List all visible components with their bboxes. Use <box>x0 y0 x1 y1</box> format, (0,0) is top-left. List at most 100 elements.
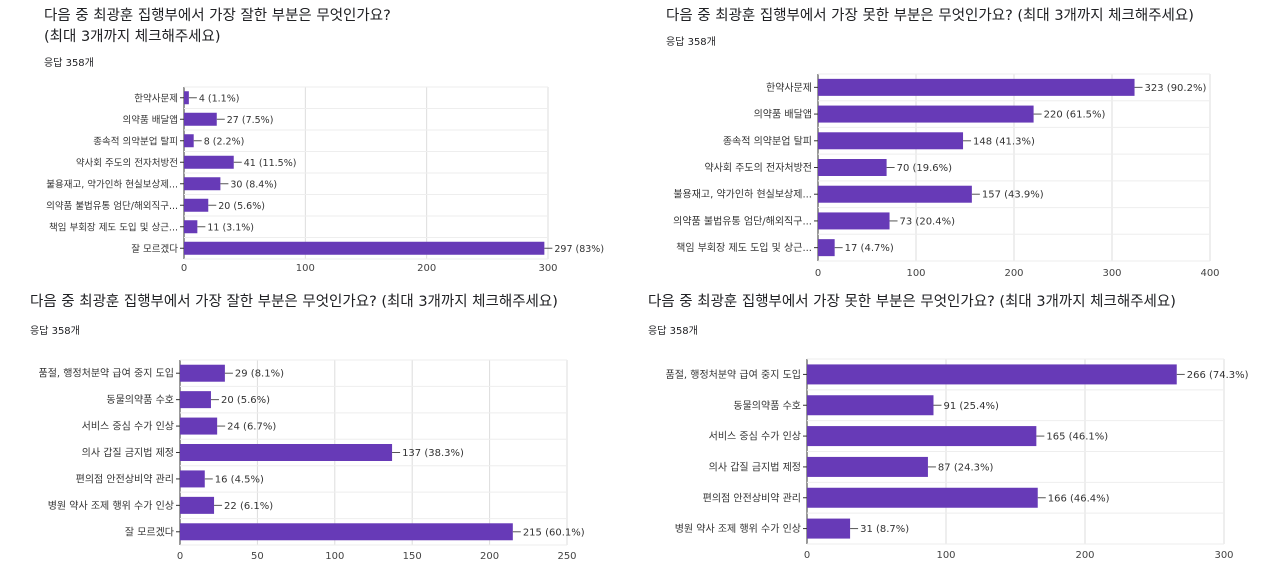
category-label: 약사회 주도의 전자처방전 <box>76 157 178 169</box>
x-tick-label: 200 <box>1004 268 1023 279</box>
bar <box>818 132 964 150</box>
bar <box>184 91 189 105</box>
category-label: 한약사문제 <box>134 92 178 104</box>
data-label: 17 (4.7%) <box>845 243 894 254</box>
response-count: 응답 358개 <box>44 58 94 69</box>
data-label: 220 (61.5%) <box>1044 110 1106 121</box>
x-tick-label: 400 <box>1200 268 1219 279</box>
category-label: 한약사문제 <box>766 82 812 94</box>
chart-panel-1: 다음 중 최광훈 집행부에서 가장 잘한 부분은 무엇인가요? (최대 3개까지… <box>0 0 640 286</box>
category-label: 종속적 의약분업 탈피 <box>723 134 812 147</box>
response-count: 응답 358개 <box>648 326 698 337</box>
bar <box>807 456 928 477</box>
bar-chart: 0 50 100 150 200 250 품절, 행정처분약 급여 중지 도입 29 (8.1… <box>39 359 585 562</box>
category-label: 병원 약사 조제 행위 수가 인상 <box>48 499 174 512</box>
data-label: 73 (20.4%) <box>900 216 956 227</box>
category-label: 병원 약사 조제 행위 수가 인상 <box>675 522 801 535</box>
category-label: 품절, 행정처분약 급여 중지 도입 <box>39 367 175 380</box>
data-label: 91 (25.4%) <box>943 401 999 412</box>
bar <box>184 155 234 169</box>
category-label: 종속적 의약분업 탈피 <box>93 135 178 147</box>
data-label: 29 (8.1%) <box>235 369 284 380</box>
x-tick-label: 300 <box>538 263 557 274</box>
x-tick-label: 250 <box>557 551 576 562</box>
data-label: 137 (38.3%) <box>402 448 464 459</box>
data-label: 20 (5.6%) <box>221 395 270 406</box>
category-label: 책임 부회장 제도 도입 및 상근... <box>676 241 812 254</box>
data-label: 41 (11.5%) <box>244 158 297 169</box>
category-label: 약사회 주도의 전자처방전 <box>704 162 812 174</box>
chart-panel-3: 다음 중 최광훈 집행부에서 가장 잘한 부분은 무엇인가요? (최대 3개까지… <box>0 286 640 572</box>
bar <box>818 212 890 230</box>
bar <box>807 487 1038 508</box>
bar <box>807 364 1177 385</box>
data-label: 30 (8.4%) <box>230 179 277 190</box>
x-tick-label: 300 <box>1102 268 1121 279</box>
category-label: 의약품 불법유통 엄단/해외직구... <box>46 200 178 212</box>
category-label: 편의점 안전상비약 관리 <box>76 473 174 485</box>
category-label: 불용재고, 약가인하 현실보상제... <box>673 188 812 201</box>
bar <box>180 444 393 461</box>
data-label: 323 (90.2%) <box>1145 83 1207 94</box>
data-label: 70 (19.6%) <box>897 163 953 174</box>
data-label: 87 (24.3%) <box>938 462 994 473</box>
category-label: 의약품 배달앱 <box>754 109 812 121</box>
category-label: 책임 부회장 제도 도입 및 상근... <box>49 221 178 233</box>
category-label: 의약품 불법유통 엄단/해외직구... <box>673 214 812 227</box>
chart-title: 다음 중 최광훈 집행부에서 가장 잘한 부분은 무엇인가요? (최대 3개까지… <box>30 294 558 310</box>
bar <box>180 417 218 435</box>
chart-title: 다음 중 최광훈 집행부에서 가장 못한 부분은 무엇인가요? (최대 3개까지… <box>648 294 1176 310</box>
chart-panel-2: 다음 중 최광훈 집행부에서 가장 못한 부분은 무엇인가요? (최대 3개까지… <box>640 0 1280 286</box>
data-label: 148 (41.3%) <box>973 136 1035 147</box>
bar <box>180 364 225 382</box>
bar <box>184 220 198 234</box>
bar <box>818 239 835 257</box>
category-label: 의약품 배달앱 <box>123 114 178 126</box>
data-label: 16 (4.5%) <box>215 474 264 485</box>
x-tick-label: 0 <box>804 550 810 561</box>
bar <box>184 241 545 255</box>
x-tick-label: 0 <box>177 551 183 562</box>
data-label: 215 (60.1%) <box>523 527 585 538</box>
x-tick-label: 200 <box>417 263 436 274</box>
bar <box>807 395 934 416</box>
category-label: 불용재고, 약가인하 현실보상제... <box>46 178 178 190</box>
response-count: 응답 358개 <box>30 326 80 337</box>
bar <box>180 391 211 409</box>
bar-chart: 0 100 200 300 품절, 행정처분약 급여 중지 도입 266 (74.3%) 동… <box>666 358 1249 561</box>
bar-chart: 0 100 200 300 400 한약사문제 323 (90.2%) 의약품 배달앱 220 … <box>673 73 1220 279</box>
category-label: 동물의약품 수호 <box>106 394 174 406</box>
category-label: 서비스 중심 수가 인상 <box>82 421 174 433</box>
bar <box>180 496 215 514</box>
data-label: 8 (2.2%) <box>204 136 245 147</box>
bar <box>818 159 887 176</box>
data-label: 157 (43.9%) <box>982 190 1044 201</box>
chart-panel-4: 다음 중 최광훈 집행부에서 가장 못한 부분은 무엇인가요? (최대 3개까지… <box>640 286 1280 572</box>
response-count: 응답 358개 <box>666 37 716 48</box>
x-tick-label: 150 <box>403 551 422 562</box>
data-label: 24 (6.7%) <box>227 422 276 433</box>
x-tick-label: 50 <box>251 551 264 562</box>
x-tick-label: 100 <box>936 550 955 561</box>
category-label: 편의점 안전상비약 관리 <box>703 492 801 504</box>
data-label: 22 (6.1%) <box>224 501 273 512</box>
chart-title: 다음 중 최광훈 집행부에서 가장 못한 부분은 무엇인가요? (최대 3개까지… <box>666 8 1194 24</box>
data-label: 266 (74.3%) <box>1187 370 1249 381</box>
x-tick-label: 0 <box>815 268 821 279</box>
x-tick-label: 200 <box>480 551 499 562</box>
data-label: 27 (7.5%) <box>227 115 274 126</box>
category-label: 동물의약품 수호 <box>733 400 801 412</box>
bar <box>807 518 851 539</box>
category-label: 품절, 행정처분약 급여 중지 도입 <box>666 368 802 381</box>
x-tick-label: 100 <box>325 551 344 562</box>
category-label: 서비스 중심 수가 인상 <box>709 431 801 443</box>
x-tick-label: 100 <box>906 268 925 279</box>
x-tick-label: 0 <box>181 263 187 274</box>
category-label: 의사 갑질 금지법 제정 <box>709 461 801 473</box>
category-label: 잘 모르겠다 <box>125 526 174 538</box>
bar <box>184 134 194 148</box>
category-label: 잘 모르겠다 <box>131 243 178 255</box>
data-label: 31 (8.7%) <box>860 524 909 535</box>
bar <box>184 177 221 191</box>
data-label: 165 (46.1%) <box>1046 432 1108 443</box>
